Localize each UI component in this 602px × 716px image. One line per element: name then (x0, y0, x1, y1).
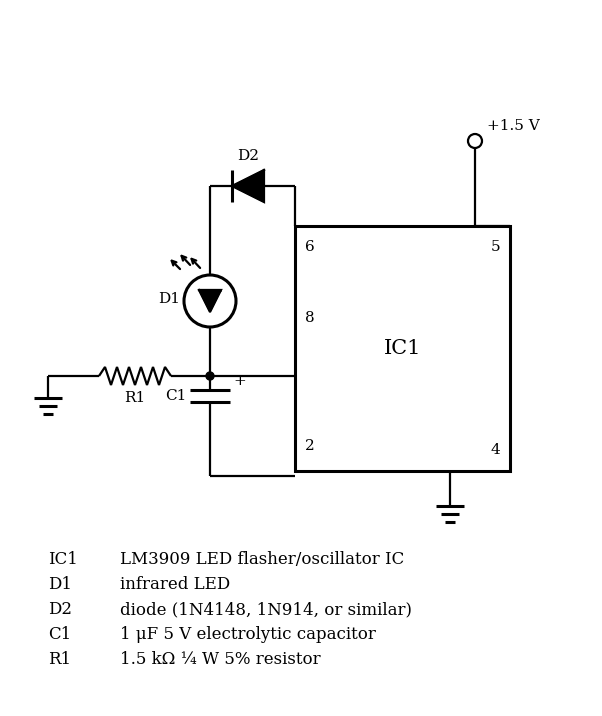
Text: 5: 5 (491, 240, 500, 254)
Circle shape (206, 372, 214, 380)
Text: +: + (233, 374, 246, 388)
Text: R1: R1 (125, 391, 146, 405)
Polygon shape (232, 170, 264, 202)
Text: IC1: IC1 (383, 339, 421, 358)
Text: C1: C1 (164, 389, 186, 403)
Text: diode (1N4148, 1N914, or similar): diode (1N4148, 1N914, or similar) (120, 601, 412, 618)
Text: 4: 4 (490, 443, 500, 457)
Text: 6: 6 (305, 240, 315, 254)
Text: 2: 2 (305, 439, 315, 453)
Text: D2: D2 (48, 601, 72, 618)
Text: LM3909 LED flasher/oscillator IC: LM3909 LED flasher/oscillator IC (120, 551, 405, 568)
Text: +1.5 V: +1.5 V (487, 119, 540, 133)
Polygon shape (199, 290, 221, 312)
Bar (295, 226, 510, 471)
Text: C1: C1 (48, 626, 71, 643)
Text: D1: D1 (48, 576, 72, 593)
Text: 1.5 kΩ ¼ W 5% resistor: 1.5 kΩ ¼ W 5% resistor (120, 651, 321, 668)
Text: R1: R1 (48, 651, 71, 668)
Text: D1: D1 (158, 292, 180, 306)
Text: D2: D2 (237, 149, 259, 163)
Text: 1 μF 5 V electrolytic capacitor: 1 μF 5 V electrolytic capacitor (120, 626, 376, 643)
Text: 8: 8 (305, 311, 315, 325)
Text: infrared LED: infrared LED (120, 576, 230, 593)
Text: IC1: IC1 (48, 551, 78, 568)
